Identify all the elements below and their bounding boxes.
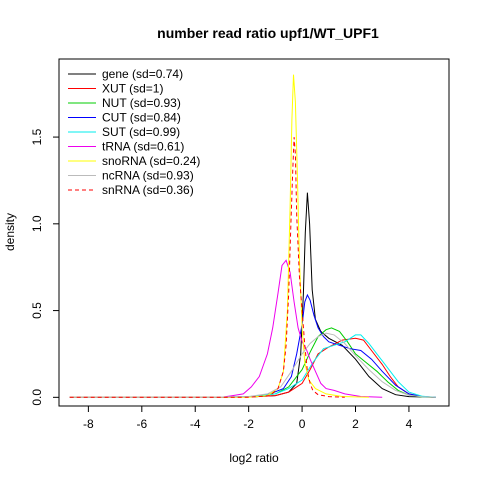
x-tick-label: -4	[190, 417, 201, 431]
x-axis-label: log2 ratio	[229, 451, 279, 465]
y-tick-label: 0.5	[30, 302, 44, 319]
x-tick-label: 0	[299, 417, 306, 431]
chart-title: number read ratio upf1/WT_UPF1	[157, 25, 379, 41]
series-line-0	[69, 192, 436, 398]
series-line-1	[69, 337, 436, 398]
legend-label-2: NUT (sd=0.93)	[102, 96, 181, 110]
legend-label-3: CUT (sd=0.84)	[102, 111, 181, 125]
series-layer	[69, 74, 436, 398]
x-tick-label: -2	[243, 417, 254, 431]
legend-label-4: SUT (sd=0.99)	[102, 125, 180, 139]
legend-label-1: XUT (sd=1)	[102, 82, 163, 96]
legend-label-8: snRNA (sd=0.36)	[102, 183, 194, 197]
legend-label-5: tRNA (sd=0.61)	[102, 140, 184, 154]
y-tick-label: 1.5	[30, 128, 44, 145]
x-axis: -8 -6 -4 -2 0 2 4	[83, 406, 413, 431]
y-axis: 0.0 0.5 1.0 1.5	[30, 128, 59, 406]
x-tick-label: -6	[136, 417, 147, 431]
x-tick-label: 2	[352, 417, 359, 431]
y-tick-label: 0.0	[30, 389, 44, 406]
series-line-3	[69, 293, 436, 398]
plot-frame	[58, 58, 450, 407]
y-axis-label: density	[3, 213, 17, 251]
legend-label-0: gene (sd=0.74)	[102, 67, 183, 81]
legend: gene (sd=0.74)XUT (sd=1)NUT (sd=0.93)CUT…	[68, 67, 200, 197]
series-line-8	[69, 137, 345, 398]
series-line-5	[69, 259, 383, 398]
x-tick-label: 4	[406, 417, 413, 431]
y-tick-label: 1.0	[30, 215, 44, 232]
legend-label-6: snoRNA (sd=0.24)	[102, 154, 200, 168]
legend-label-7: ncRNA (sd=0.93)	[102, 169, 194, 183]
series-line-4	[69, 334, 436, 398]
x-tick-label: -8	[83, 417, 94, 431]
series-line-7	[69, 332, 436, 398]
